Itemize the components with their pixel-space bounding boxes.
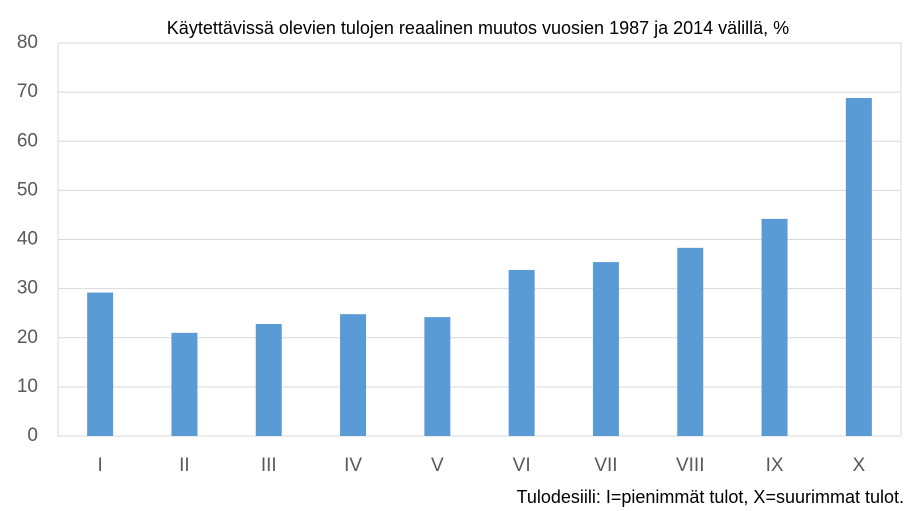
- x-axis-label: Tulodesiili: I=pienimmät tulot, X=suurim…: [517, 487, 905, 507]
- x-tick-label: X: [853, 455, 866, 476]
- x-tick-label: II: [179, 455, 190, 476]
- y-tick-label: 10: [17, 376, 38, 397]
- x-tick-label: VI: [513, 455, 531, 476]
- x-tick-label: IV: [344, 455, 362, 476]
- y-tick-label: 30: [17, 278, 38, 299]
- bar: [255, 323, 282, 436]
- bar: [677, 247, 704, 436]
- bar: [424, 317, 451, 436]
- bar: [761, 218, 788, 436]
- y-tick-label: 80: [17, 32, 38, 53]
- x-tick-label: V: [431, 455, 444, 476]
- y-tick-label: 60: [17, 130, 38, 151]
- y-tick-label: 0: [27, 425, 38, 446]
- x-tick-label: VII: [594, 455, 617, 476]
- x-tick-label: VIII: [676, 455, 705, 476]
- bar: [171, 332, 198, 436]
- y-tick-label: 20: [17, 327, 38, 348]
- bar: [508, 269, 535, 436]
- x-tick-label: III: [261, 455, 277, 476]
- y-tick-label: 70: [17, 81, 38, 102]
- bar: [340, 314, 367, 436]
- y-tick-label: 40: [17, 229, 38, 250]
- x-tick-label: I: [98, 455, 103, 476]
- chart-title: Käytettävissä olevien tulojen reaalinen …: [167, 18, 789, 38]
- bar: [87, 292, 114, 436]
- bar: [845, 98, 872, 437]
- x-tick-label: IX: [766, 455, 784, 476]
- bar: [592, 262, 619, 436]
- y-tick-label: 50: [17, 179, 38, 200]
